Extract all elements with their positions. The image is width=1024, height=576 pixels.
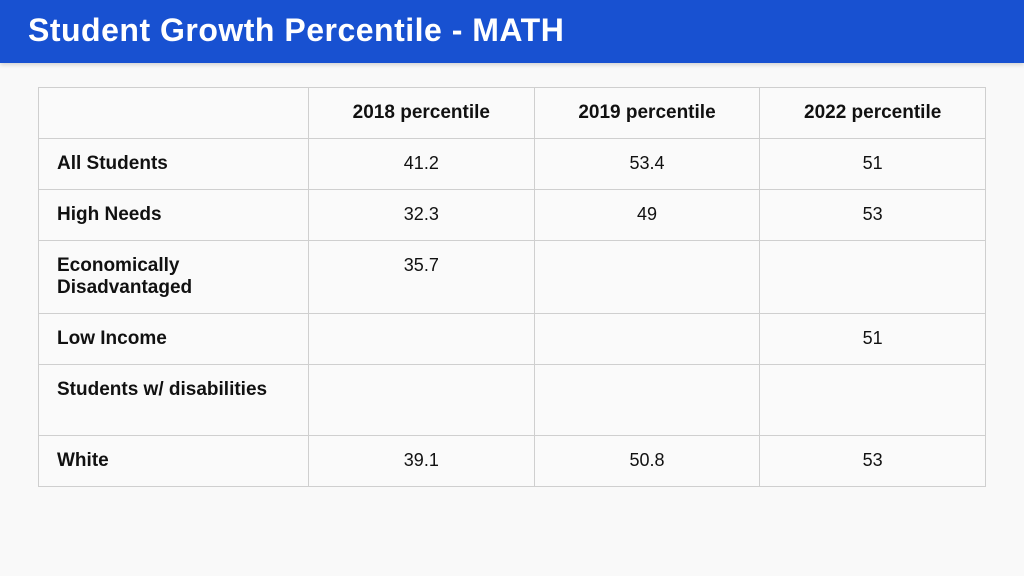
table-row: Students w/ disabilities — [39, 365, 986, 436]
column-header-2019: 2019 percentile — [534, 88, 760, 139]
table-header-row: 2018 percentile 2019 percentile 2022 per… — [39, 88, 986, 139]
cell-value — [309, 314, 535, 365]
table-container: 2018 percentile 2019 percentile 2022 per… — [0, 63, 1024, 487]
cell-value: 35.7 — [309, 241, 535, 314]
cell-value — [534, 314, 760, 365]
page-header: Student Growth Percentile - MATH — [0, 0, 1024, 63]
column-header-2022: 2022 percentile — [760, 88, 986, 139]
table-row: Low Income 51 — [39, 314, 986, 365]
cell-value: 50.8 — [534, 436, 760, 487]
cell-value: 41.2 — [309, 139, 535, 190]
cell-value: 32.3 — [309, 190, 535, 241]
cell-value — [760, 365, 986, 436]
row-label: High Needs — [39, 190, 309, 241]
table-row: White39.150.853 — [39, 436, 986, 487]
cell-value — [534, 241, 760, 314]
cell-value: 39.1 — [309, 436, 535, 487]
cell-value — [309, 365, 535, 436]
cell-value: 51 — [760, 139, 986, 190]
cell-value: 51 — [760, 314, 986, 365]
cell-value: 49 — [534, 190, 760, 241]
percentile-table: 2018 percentile 2019 percentile 2022 per… — [38, 87, 986, 487]
cell-value: 53.4 — [534, 139, 760, 190]
column-header-2018: 2018 percentile — [309, 88, 535, 139]
table-body: All Students41.253.451High Needs32.34953… — [39, 139, 986, 487]
table-row: All Students41.253.451 — [39, 139, 986, 190]
cell-value: 53 — [760, 436, 986, 487]
cell-value — [534, 365, 760, 436]
row-label: White — [39, 436, 309, 487]
page-title: Student Growth Percentile - MATH — [28, 12, 996, 49]
row-label: Low Income — [39, 314, 309, 365]
row-label: Students w/ disabilities — [39, 365, 309, 436]
table-row: High Needs32.34953 — [39, 190, 986, 241]
table-row: Economically Disadvantaged35.7 — [39, 241, 986, 314]
row-label: Economically Disadvantaged — [39, 241, 309, 314]
row-label: All Students — [39, 139, 309, 190]
column-header-blank — [39, 88, 309, 139]
cell-value — [760, 241, 986, 314]
cell-value: 53 — [760, 190, 986, 241]
